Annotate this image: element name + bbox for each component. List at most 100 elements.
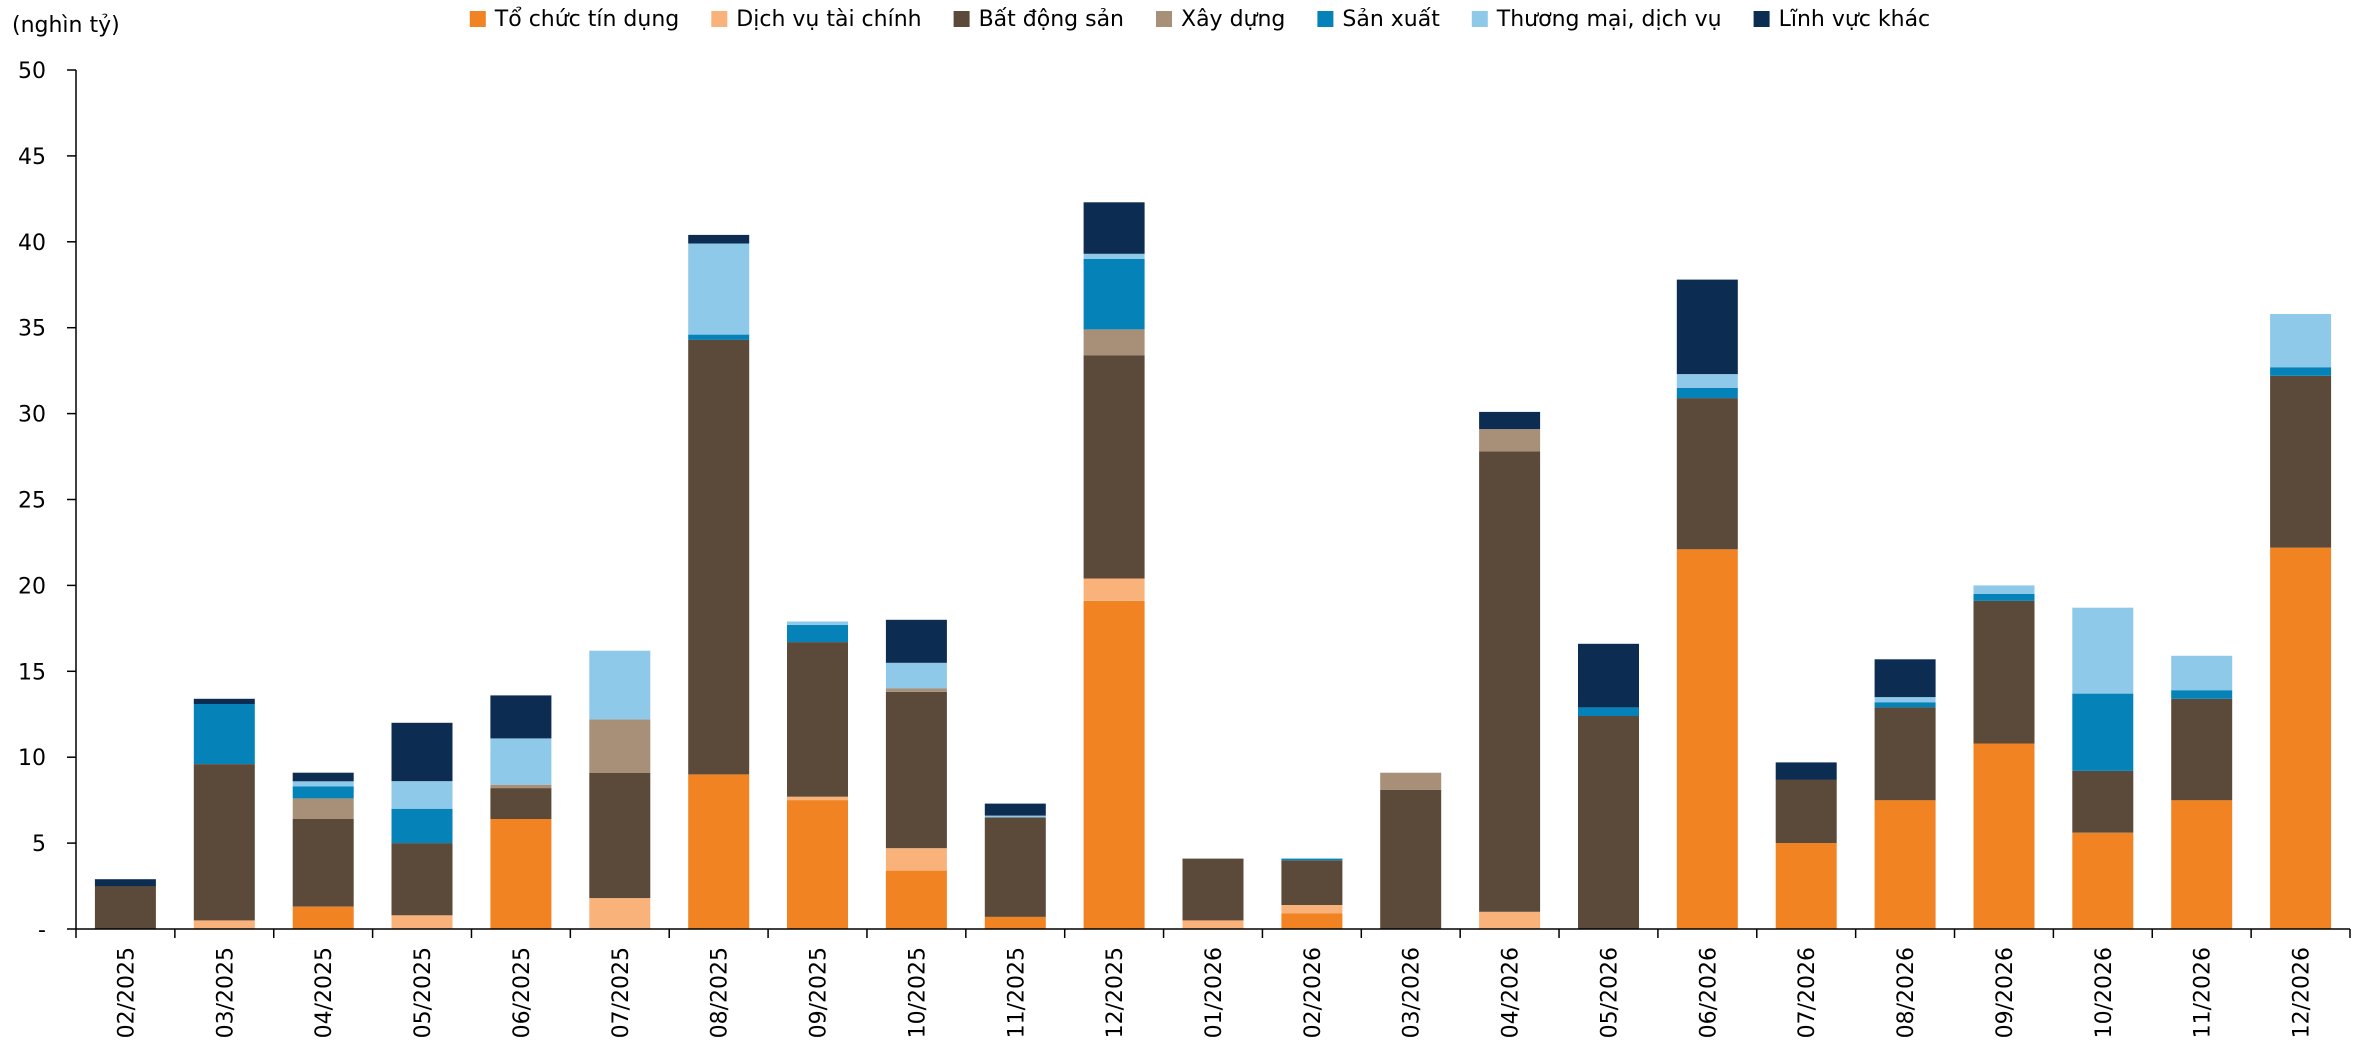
x-tick-label: 06/2026: [1696, 947, 1721, 1038]
bar-segment-xay-dung-04-2025: [292, 798, 354, 819]
legend-swatch: [1753, 11, 1770, 27]
bar-segment-thuong-mai-dich-vu-06-2025: [490, 738, 552, 785]
bar-segment-dich-vu-tai-chinh-04-2026: [1479, 911, 1541, 929]
y-tick-label: 40: [18, 231, 46, 256]
bar-segment-to-chuc-tin-dung-12-2026: [2270, 547, 2332, 929]
x-tick-label: 05/2025: [411, 947, 436, 1038]
bar-segment-to-chuc-tin-dung-07-2026: [1775, 843, 1837, 929]
legend: Tổ chức tín dụng Dịch vụ tài chính Bất độn…: [469, 7, 1931, 32]
y-tick-label: 35: [18, 317, 46, 342]
bar-segment-thuong-mai-dich-vu-11-2026: [2171, 655, 2233, 691]
x-tick-label: 09/2026: [1993, 947, 2018, 1038]
bar-segment-to-chuc-tin-dung-06-2026: [1676, 549, 1738, 929]
legend-label: Thương mại, dịch vụ: [1496, 7, 1722, 32]
legend-swatch: [1317, 11, 1334, 27]
bar-segment-bat-dong-san-11-2025: [984, 817, 1046, 917]
bar-segment-bat-dong-san-03-2026: [1380, 789, 1442, 929]
bar-segment-linh-vuc-khac-11-2025: [984, 803, 1046, 816]
y-tick-label: 50: [18, 59, 46, 84]
bar-segment-thuong-mai-dich-vu-04-2025: [292, 781, 354, 787]
legend-item-xay-dung: Xây dựng: [1156, 7, 1285, 32]
bar-segment-to-chuc-tin-dung-04-2025: [292, 906, 354, 929]
legend-item-linh-vuc-khac: Lĩnh vực khác: [1753, 7, 1931, 32]
bar-segment-thuong-mai-dich-vu-10-2026: [2072, 607, 2134, 694]
bar-segment-dich-vu-tai-chinh-02-2026: [1281, 904, 1343, 914]
legend-label: Dịch vụ tài chính: [736, 7, 921, 32]
y-tick-label: 15: [18, 660, 46, 685]
bar-segment-thuong-mai-dich-vu-07-2025: [589, 650, 651, 720]
bar-segment-san-xuat-08-2026: [1874, 702, 1936, 708]
bar-segment-bat-dong-san-07-2025: [589, 772, 651, 899]
x-tick-label: 08/2025: [708, 947, 733, 1038]
legend-swatch: [711, 11, 728, 27]
bar-segment-xay-dung-10-2025: [885, 688, 947, 692]
bar-segment-bat-dong-san-11-2026: [2171, 698, 2233, 801]
bar-segment-san-xuat-09-2026: [1973, 594, 2035, 601]
y-tick-label: 25: [18, 489, 46, 514]
bar-segment-bat-dong-san-03-2025: [193, 764, 255, 921]
bar-segment-linh-vuc-khac-05-2026: [1578, 643, 1639, 708]
bar-segment-to-chuc-tin-dung-12-2025: [1083, 600, 1145, 929]
bar-segment-san-xuat-02-2026: [1281, 858, 1343, 861]
bar-segment-bat-dong-san-05-2026: [1578, 716, 1639, 929]
bar-segment-bat-dong-san-12-2026: [2270, 375, 2332, 548]
bar-segment-linh-vuc-khac-06-2026: [1676, 279, 1738, 375]
bar-segment-thuong-mai-dich-vu-08-2025: [688, 243, 750, 335]
x-tick-label: 02/2026: [1301, 947, 1326, 1038]
x-tick-label: 06/2025: [510, 947, 535, 1038]
x-axis: 02/2025 03/2025 04/2025 05/2025 06/2025 07/20…: [75, 928, 2351, 1038]
bar-segment-dich-vu-tai-chinh-01-2026: [1182, 920, 1244, 929]
bar-segment-bat-dong-san-06-2026: [1676, 398, 1738, 550]
legend-label: Bất động sản: [979, 7, 1124, 32]
y-tick-label: 30: [18, 403, 46, 428]
bar-segment-san-xuat-11-2026: [2171, 690, 2233, 699]
legend-swatch: [1156, 11, 1172, 27]
legend-label: Lĩnh vực khác: [1779, 7, 1931, 32]
x-tick-label: 04/2025: [312, 947, 337, 1038]
bar-segment-san-xuat-05-2026: [1578, 707, 1639, 716]
x-tick-label: 07/2025: [609, 947, 634, 1038]
bar-segment-linh-vuc-khac-12-2025: [1083, 202, 1145, 254]
bar-segment-linh-vuc-khac-02-2025: [94, 879, 156, 887]
y-tick-label: 20: [18, 574, 46, 599]
bar-segment-bat-dong-san-02-2025: [94, 886, 156, 929]
bar-segment-san-xuat-05-2025: [391, 808, 453, 844]
bar-segment-bat-dong-san-02-2026: [1281, 860, 1343, 905]
x-tick-label: 05/2026: [1598, 947, 1623, 1038]
bar-segment-to-chuc-tin-dung-02-2026: [1281, 913, 1343, 929]
bar-segment-xay-dung-12-2025: [1083, 329, 1145, 356]
bar-segment-thuong-mai-dich-vu-12-2025: [1083, 253, 1145, 259]
legend-item-thuong-mai-dich-vu: Thương mại, dịch vụ: [1471, 7, 1722, 32]
x-tick-label: 02/2025: [114, 947, 139, 1038]
bar-segment-to-chuc-tin-dung-08-2026: [1874, 800, 1936, 929]
x-tick-label: 08/2026: [1894, 947, 1919, 1038]
y-axis-unit-label: (nghìn tỷ): [12, 13, 120, 38]
bar-segment-thuong-mai-dich-vu-05-2025: [391, 781, 453, 809]
bar-segment-to-chuc-tin-dung-10-2026: [2072, 832, 2134, 929]
legend-item-to-chuc-tin-dung: Tổ chức tín dụng: [469, 7, 679, 32]
bar-segment-bat-dong-san-10-2026: [2072, 770, 2134, 833]
bar-segment-linh-vuc-khac-08-2026: [1874, 659, 1936, 698]
bar-segment-dich-vu-tai-chinh-03-2025: [193, 920, 255, 929]
legend-item-san-xuat: Sản xuất: [1317, 7, 1440, 32]
x-tick-label: 01/2026: [1202, 947, 1227, 1038]
legend-label: Xây dựng: [1181, 7, 1285, 32]
legend-label: Sản xuất: [1342, 7, 1440, 32]
bar-segment-to-chuc-tin-dung-09-2025: [787, 800, 848, 929]
legend-swatch: [953, 11, 970, 27]
y-tick-label: -: [38, 918, 46, 943]
bar-segment-thuong-mai-dich-vu-11-2025: [984, 815, 1046, 818]
bar-segment-san-xuat-04-2025: [292, 786, 354, 799]
bar-segment-to-chuc-tin-dung-11-2026: [2171, 800, 2233, 929]
bar-segment-bat-dong-san-04-2025: [292, 819, 354, 907]
bar-segment-thuong-mai-dich-vu-10-2025: [885, 662, 947, 689]
bar-segment-to-chuc-tin-dung-06-2025: [490, 819, 552, 929]
bar-segment-bat-dong-san-08-2025: [688, 339, 750, 775]
bar-segment-thuong-mai-dich-vu-12-2026: [2270, 314, 2332, 368]
legend-swatch: [1471, 11, 1488, 27]
x-tick-label: 12/2025: [1103, 947, 1128, 1038]
x-tick-label: 11/2025: [1004, 947, 1029, 1038]
bar-segment-thuong-mai-dich-vu-09-2026: [1973, 585, 2035, 594]
bar-segment-linh-vuc-khac-03-2025: [193, 698, 255, 704]
bar-segment-linh-vuc-khac-07-2026: [1775, 762, 1837, 780]
